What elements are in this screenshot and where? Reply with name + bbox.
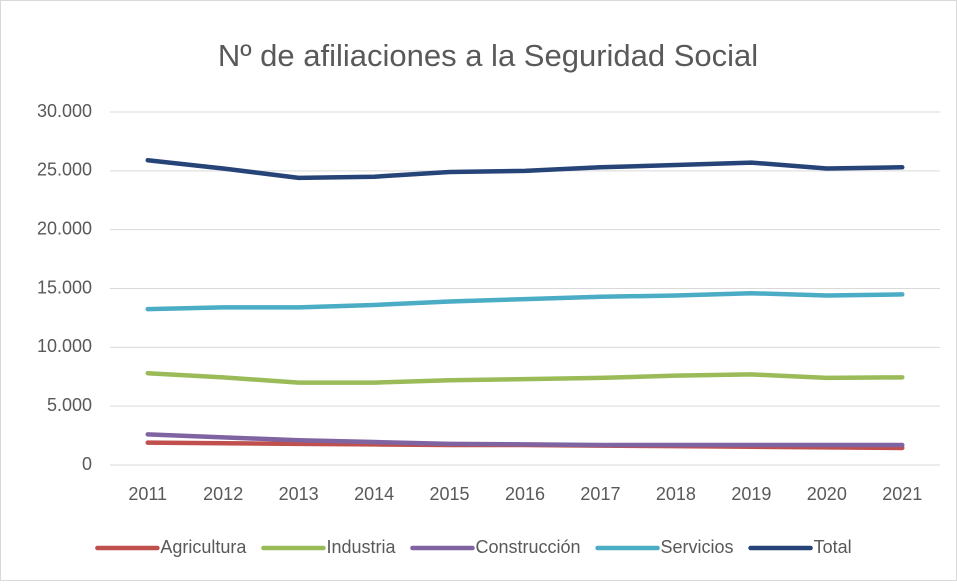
x-tick-label: 2018 (656, 484, 696, 504)
legend-label: Servicios (661, 537, 734, 557)
y-tick-label: 5.000 (47, 395, 92, 415)
x-tick-label: 2020 (807, 484, 847, 504)
series-line (145, 157, 905, 181)
x-tick-label: 2014 (354, 484, 394, 504)
x-tick-label: 2012 (203, 484, 243, 504)
legend-label: Construcción (475, 537, 580, 557)
y-tick-label: 20.000 (37, 218, 92, 238)
x-tick-label: 2015 (430, 484, 470, 504)
x-tick-label: 2016 (505, 484, 545, 504)
legend-label: Total (814, 537, 852, 557)
series-line (145, 432, 905, 448)
chart-title: Nº de afiliaciones a la Seguridad Social (218, 38, 758, 73)
legend-label: Industria (326, 537, 396, 557)
y-tick-label: 10.000 (37, 336, 92, 356)
x-tick-label: 2011 (128, 484, 167, 504)
legend-label: Agricultura (160, 537, 247, 557)
series-line (145, 370, 905, 385)
x-tick-label: 2021 (882, 484, 922, 504)
x-tick-label: 2019 (731, 484, 771, 504)
y-tick-label: 30.000 (37, 101, 92, 121)
y-tick-label: 25.000 (37, 160, 92, 180)
x-tick-label: 2013 (279, 484, 319, 504)
y-tick-label: 0 (82, 454, 92, 474)
series-line (145, 290, 905, 312)
y-tick-label: 15.000 (37, 277, 92, 297)
x-tick-label: 2017 (580, 484, 620, 504)
